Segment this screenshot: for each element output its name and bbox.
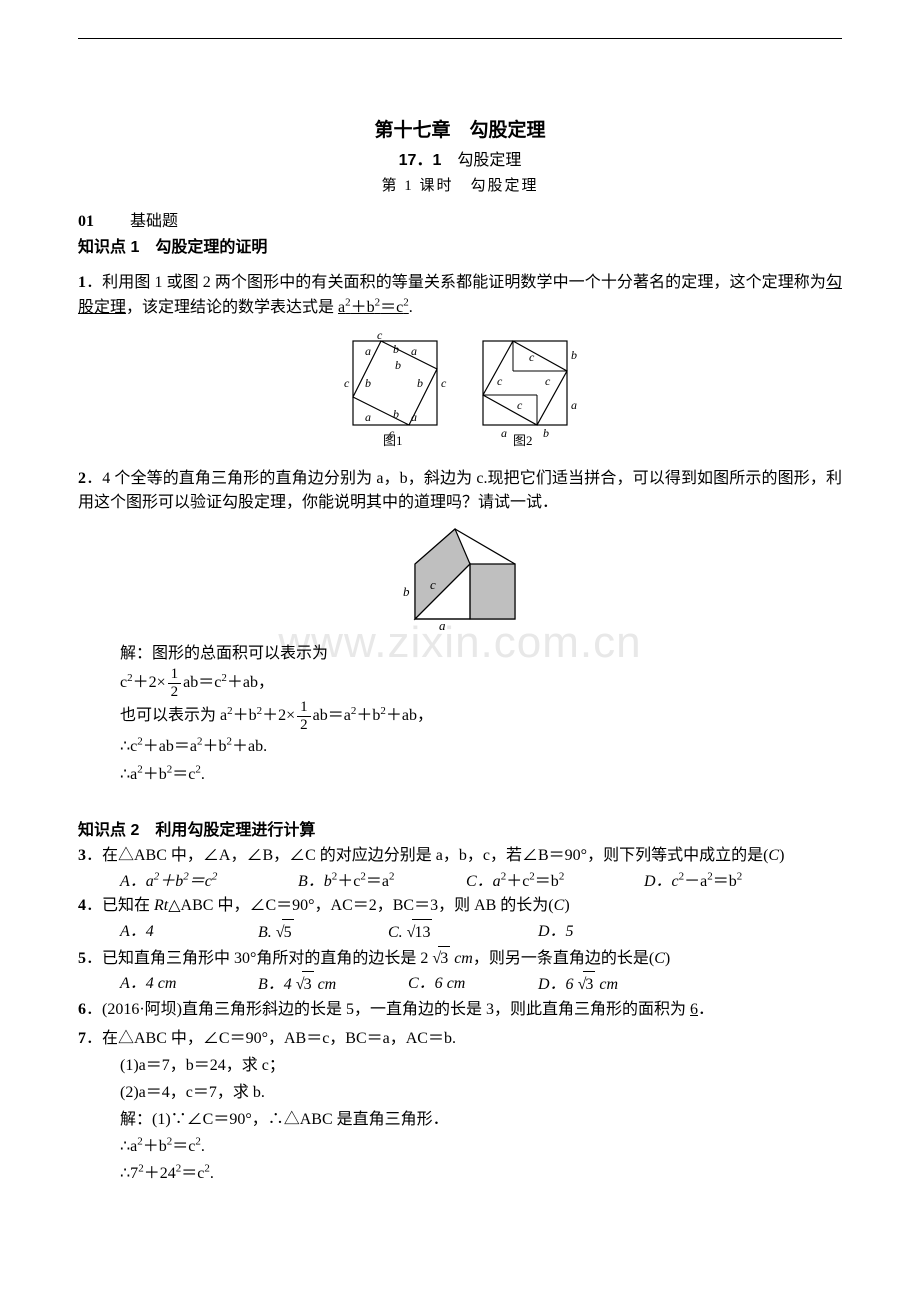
svg-text:c: c <box>529 350 535 364</box>
q4-opts: A．4 B.5 C.13 D．5 <box>120 919 842 946</box>
q7-num: 7 <box>78 1030 86 1047</box>
svg-text:c: c <box>377 329 383 342</box>
q3-opts: A．a2＋b2＝c2 B．b2＋c2＝a2 C．a2＋c2＝b2 D．c2－a2… <box>120 869 842 895</box>
q2-sol-3: ∴c2＋ab＝a2＋b2＋ab. <box>120 733 842 760</box>
svg-text:b: b <box>571 348 577 362</box>
q6-ans: 6 <box>690 1001 698 1018</box>
svg-text:b: b <box>395 358 401 372</box>
top-rule <box>78 38 842 39</box>
svg-text:b: b <box>403 584 410 599</box>
q1-prefix: ．利用图 1 或图 2 两个图形中的有关面积的等量关系都能证明数学中一个十分著名… <box>86 274 826 291</box>
figure-1: a b a c c c b b a b a b c 图1 <box>341 329 449 447</box>
svg-text:图1: 图1 <box>383 433 403 447</box>
svg-text:c: c <box>430 577 436 592</box>
q2-body: ．4 个全等的直角三角形的直角边分别为 a，b，斜边为 c.现把它们适当拼合，可… <box>78 470 842 512</box>
q7-p2: (2)a＝4，c＝7，求 b. <box>120 1079 842 1106</box>
svg-text:c: c <box>441 376 447 390</box>
q7-s1: ∴a2＋b2＝c2. <box>120 1133 842 1160</box>
svg-text:b: b <box>365 376 371 390</box>
q1-suffix: . <box>409 299 413 316</box>
svg-text:a: a <box>411 344 417 358</box>
section-no: 17．1 <box>399 152 442 169</box>
svg-text:b: b <box>393 407 399 421</box>
q3-text: 3．在△ABC 中，∠A，∠B，∠C 的对应边分别是 a，b，c，若∠B＝90°… <box>78 844 842 869</box>
q2-sol-4: ∴a2＋b2＝c2. <box>120 761 842 788</box>
svg-text:a: a <box>571 398 577 412</box>
q2-sol-label: 解：图形的总面积可以表示为 <box>120 640 842 667</box>
lesson-title: 第 1 课时 勾股定理 <box>78 174 842 195</box>
q7-sol: 解：(1)∵∠C＝90°，∴△ABC 是直角三角形． <box>120 1106 842 1133</box>
svg-text:c: c <box>517 398 523 412</box>
q1-mid: ，该定理结论的数学表达式是 <box>126 299 338 316</box>
figure-3-wrap: b c a <box>78 524 842 634</box>
svg-text:b: b <box>543 426 549 440</box>
q2-sol-2: 也可以表示为 a2＋b2＋2×12ab＝a2＋b2＋ab， <box>120 700 842 733</box>
q5-text: 5．已知直角三角形中 30°角所对的直角的边长是 23 cm，则另一条直角边的长… <box>78 946 842 972</box>
base-label: 01 基础题 <box>78 207 842 231</box>
svg-text:a: a <box>439 618 446 633</box>
q1-ans2: a2＋b2＝c2 <box>338 299 409 316</box>
section-name: 勾股定理 <box>441 152 521 169</box>
q7-text: 7．在△ABC 中，∠C＝90°，AB＝c，BC＝a，AC＝b. <box>78 1027 842 1052</box>
figure-3: b c a <box>395 524 525 634</box>
q2-sol-1: c2＋2×12ab＝c2＋ab， <box>120 667 842 700</box>
base-label-text: 基础题 <box>130 213 178 230</box>
svg-text:c: c <box>545 374 551 388</box>
svg-text:图2: 图2 <box>513 433 533 447</box>
svg-text:a: a <box>411 410 417 424</box>
svg-text:c: c <box>344 376 350 390</box>
q6-text: 6．(2016·阿坝)直角三角形斜边的长是 5，一直角边的长是 3，则此直角三角… <box>78 998 842 1023</box>
q7-p1: (1)a＝7，b＝24，求 c； <box>120 1052 842 1079</box>
q2-num: 2 <box>78 470 86 487</box>
section-title: 17．1 勾股定理 <box>78 146 842 170</box>
figures-row-1: a b a c c c b b a b a b c 图1 c c c c <box>78 329 842 447</box>
base-label-num: 01 <box>78 213 94 230</box>
q5-num: 5 <box>78 950 86 967</box>
svg-text:c: c <box>497 374 503 388</box>
q4-text: 4．已知在 Rt△ABC 中，∠C＝90°，AC＝2，BC＝3，则 AB 的长为… <box>78 894 842 919</box>
svg-text:a: a <box>365 410 371 424</box>
svg-text:b: b <box>417 376 423 390</box>
chapter-title: 第十七章 勾股定理 <box>78 115 842 142</box>
q7-s2: ∴72＋242＝c2. <box>120 1160 842 1187</box>
q4-num: 4 <box>78 897 86 914</box>
q2-text: 2．4 个全等的直角三角形的直角边分别为 a，b，斜边为 c.现把它们适当拼合，… <box>78 467 842 517</box>
q5-opts: A．4 cm B．43 cm C．6 cm D．63 cm <box>120 971 842 998</box>
q6-num: 6 <box>78 1001 86 1018</box>
figure-2: c c c c b a a b 图2 <box>471 329 579 447</box>
svg-text:a: a <box>501 426 507 440</box>
kp1-title: 知识点 1 勾股定理的证明 <box>78 233 842 257</box>
svg-text:b: b <box>393 342 399 356</box>
q1-text: 1．利用图 1 或图 2 两个图形中的有关面积的等量关系都能证明数学中一个十分著… <box>78 271 842 321</box>
q1-num: 1 <box>78 274 86 291</box>
kp2-title: 知识点 2 利用勾股定理进行计算 <box>78 816 842 840</box>
svg-text:a: a <box>365 344 371 358</box>
q3-num: 3 <box>78 847 86 864</box>
